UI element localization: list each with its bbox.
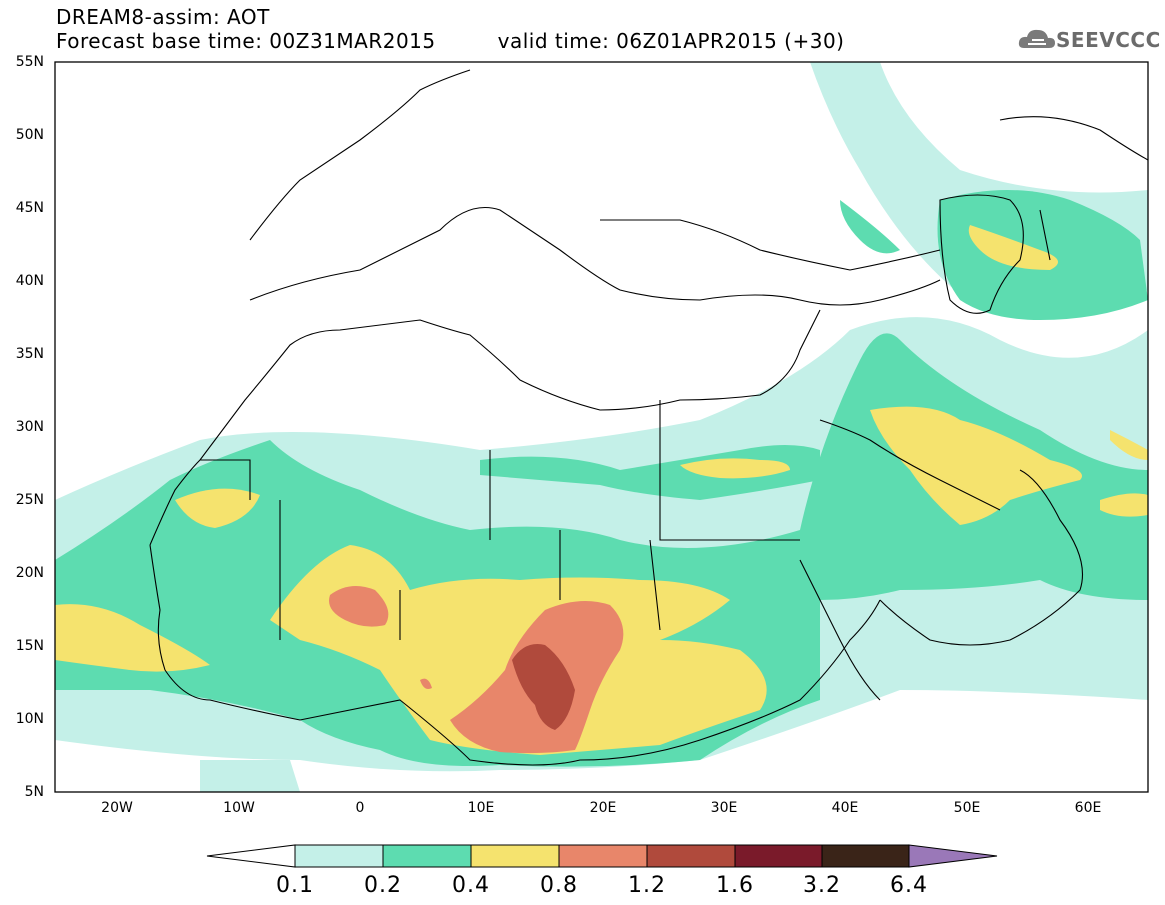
colorbar-label: 1.6	[716, 873, 754, 898]
map-title: DREAM8-assim: AOT	[56, 5, 270, 29]
lon-label: 20W	[101, 800, 133, 816]
lat-label: 45N	[15, 200, 44, 216]
colorbar-label: 1.2	[628, 873, 666, 898]
lon-label: 10E	[467, 800, 495, 816]
lat-label: 10N	[15, 711, 44, 727]
lon-label: 50E	[953, 800, 981, 816]
aot-band-1.2	[512, 644, 575, 730]
coastlines	[149, 69, 1148, 766]
colorbar-label: 0.1	[276, 873, 314, 898]
lon-label: 40E	[831, 800, 859, 816]
lon-label: 10W	[223, 800, 255, 816]
lat-label: 25N	[15, 492, 44, 508]
lon-label: 30E	[710, 800, 738, 816]
lat-label: 20N	[15, 565, 44, 581]
colorbar-label: 0.4	[452, 873, 490, 898]
lat-label: 35N	[15, 346, 44, 362]
colorbar-label: 3.2	[803, 873, 841, 898]
lat-label: 50N	[15, 127, 44, 143]
lon-label: 60E	[1074, 800, 1102, 816]
forecast-times: Forecast base time: 00Z31MAR2015 valid ti…	[56, 30, 845, 52]
aot-fields	[55, 62, 1148, 792]
colorbar-label: 0.2	[364, 873, 402, 898]
valid-time: valid time: 06Z01APR2015 (+30)	[497, 29, 845, 53]
logo-text: SEEVCCC	[1056, 28, 1161, 52]
cloud-icon	[1018, 29, 1055, 48]
lon-label: 20E	[589, 800, 617, 816]
map-frame	[54, 61, 1149, 793]
colorbar-label: 0.8	[540, 873, 578, 898]
lat-label: 30N	[15, 419, 44, 435]
colorbar-label: 6.4	[890, 873, 928, 898]
base-time: Forecast base time: 00Z31MAR2015	[56, 29, 436, 53]
lon-label: 0	[355, 800, 365, 816]
lat-label: 40N	[15, 273, 44, 289]
lat-label: 15N	[15, 638, 44, 654]
lat-label: 55N	[15, 54, 44, 70]
lat-label: 5N	[24, 784, 44, 800]
